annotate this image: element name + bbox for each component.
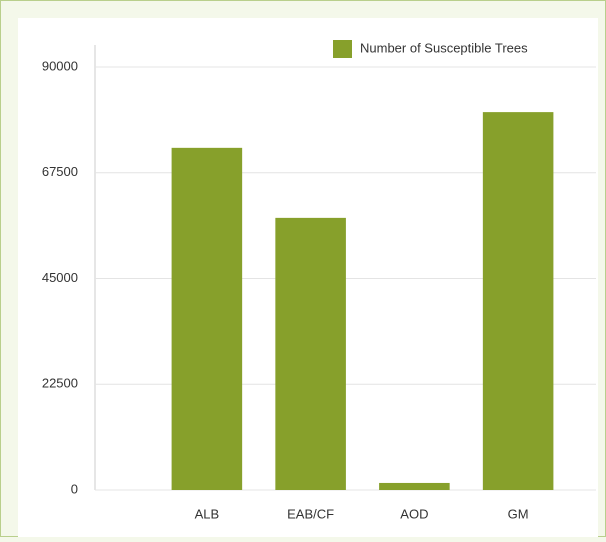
y-tick-label: 0 <box>71 481 78 496</box>
y-tick-label: 90000 <box>42 58 78 73</box>
x-tick-label: AOD <box>400 506 428 521</box>
y-tick-label: 67500 <box>42 164 78 179</box>
y-tick-label: 45000 <box>42 270 78 285</box>
legend-swatch <box>333 40 352 58</box>
bar <box>171 147 243 490</box>
x-tick-label: ALB <box>195 506 220 521</box>
y-tick-label: 22500 <box>42 376 78 391</box>
legend-label: Number of Susceptible Trees <box>360 40 528 55</box>
bar <box>275 217 346 490</box>
x-tick-label: EAB/CF <box>287 506 334 521</box>
bar <box>379 482 450 490</box>
x-tick-label: GM <box>508 506 529 521</box>
bar <box>482 112 554 491</box>
